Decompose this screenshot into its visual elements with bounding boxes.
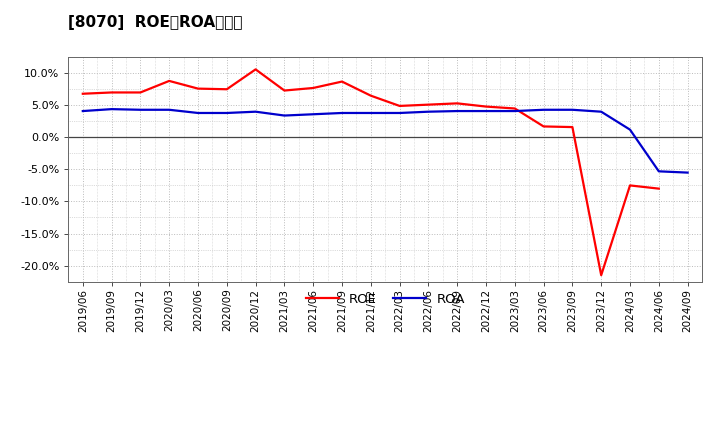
ROE: [136, 90, 145, 95]
ROA: [194, 110, 202, 116]
ROA: [626, 127, 634, 132]
ROA: [136, 107, 145, 112]
ROE: [510, 106, 519, 111]
ROA: [424, 109, 433, 114]
ROE: [539, 124, 548, 129]
ROE: [626, 183, 634, 188]
ROE: [78, 91, 87, 96]
ROE: [395, 103, 404, 109]
Line: ROE: ROE: [83, 70, 659, 275]
ROE: [453, 101, 462, 106]
ROA: [683, 170, 692, 175]
ROA: [510, 108, 519, 114]
Line: ROA: ROA: [83, 109, 688, 172]
ROA: [222, 110, 231, 116]
ROE: [482, 104, 490, 109]
ROE: [222, 87, 231, 92]
ROE: [251, 67, 260, 72]
ROE: [597, 272, 606, 278]
ROA: [78, 108, 87, 114]
ROA: [482, 108, 490, 114]
ROA: [338, 110, 346, 116]
ROE: [280, 88, 289, 93]
ROA: [597, 109, 606, 114]
ROE: [338, 79, 346, 84]
Text: [8070]  ROE、ROAの推移: [8070] ROE、ROAの推移: [68, 15, 243, 30]
ROA: [654, 169, 663, 174]
ROE: [568, 125, 577, 130]
ROA: [251, 109, 260, 114]
Legend: ROE, ROA: ROE, ROA: [305, 293, 465, 306]
ROA: [568, 107, 577, 112]
ROE: [194, 86, 202, 91]
ROE: [424, 102, 433, 107]
ROE: [107, 90, 116, 95]
ROA: [107, 106, 116, 112]
ROA: [280, 113, 289, 118]
ROA: [366, 110, 375, 116]
ROE: [366, 93, 375, 98]
ROA: [453, 108, 462, 114]
ROE: [309, 85, 318, 91]
ROE: [165, 78, 174, 84]
ROA: [165, 107, 174, 112]
ROA: [539, 107, 548, 112]
ROE: [654, 186, 663, 191]
ROA: [395, 110, 404, 116]
ROA: [309, 112, 318, 117]
